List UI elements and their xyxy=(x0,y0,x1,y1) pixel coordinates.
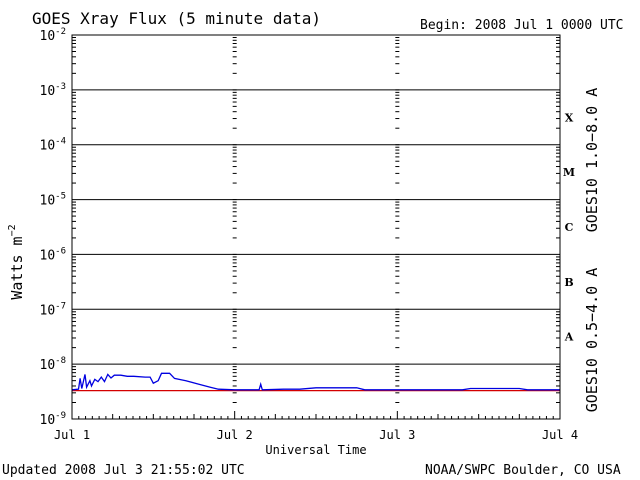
x-tick-label: Jul 1 xyxy=(54,428,90,442)
flare-class-label: C xyxy=(565,221,574,234)
x-tick-label: Jul 4 xyxy=(542,428,578,442)
flare-class-label: M xyxy=(563,166,575,179)
x-tick-label: Jul 3 xyxy=(379,428,415,442)
y-tick-label: 10-5 xyxy=(40,192,67,209)
chart-title: GOES Xray Flux (5 minute data) xyxy=(32,9,321,28)
y-axis-label-exp: −2 xyxy=(7,224,18,236)
series-lines xyxy=(71,372,560,392)
y-tick-label: 10-9 xyxy=(40,411,67,428)
updated-label: Updated 2008 Jul 3 21:55:02 UTC xyxy=(2,463,245,478)
flare-class-label: A xyxy=(564,331,574,344)
x-tick-label: Jul 2 xyxy=(217,428,253,442)
x-axis-label: Universal Time xyxy=(265,443,366,457)
axis-ticks xyxy=(71,37,561,419)
grid-lines xyxy=(72,37,560,420)
begin-label: Begin: 2008 Jul 1 0000 UTC xyxy=(420,18,624,33)
series-line-short-channel xyxy=(71,372,560,391)
y-axis-label-base: Watts m xyxy=(8,236,26,299)
y-tick-label: 10-6 xyxy=(40,246,67,263)
y-tick-label: 10-8 xyxy=(40,356,67,373)
flare-class-label: X xyxy=(565,111,574,124)
y-tick-label: 10-4 xyxy=(40,137,67,154)
y-axis-label: Watts m−2 xyxy=(7,224,26,299)
source-label: NOAA/SWPC Boulder, CO USA xyxy=(425,463,621,478)
legend-short-channel: GOES10 0.5−4.0 A xyxy=(583,268,601,413)
legend-long-channel: GOES10 1.0−8.0 A xyxy=(583,88,601,233)
flare-class-label: B xyxy=(564,276,573,289)
svg-text:Watts m−2: Watts m−2 xyxy=(7,224,26,299)
y-tick-label: 10-2 xyxy=(40,27,67,44)
plot-frame xyxy=(71,34,561,420)
y-tick-label: 10-3 xyxy=(40,82,67,99)
y-tick-label: 10-7 xyxy=(40,301,67,318)
